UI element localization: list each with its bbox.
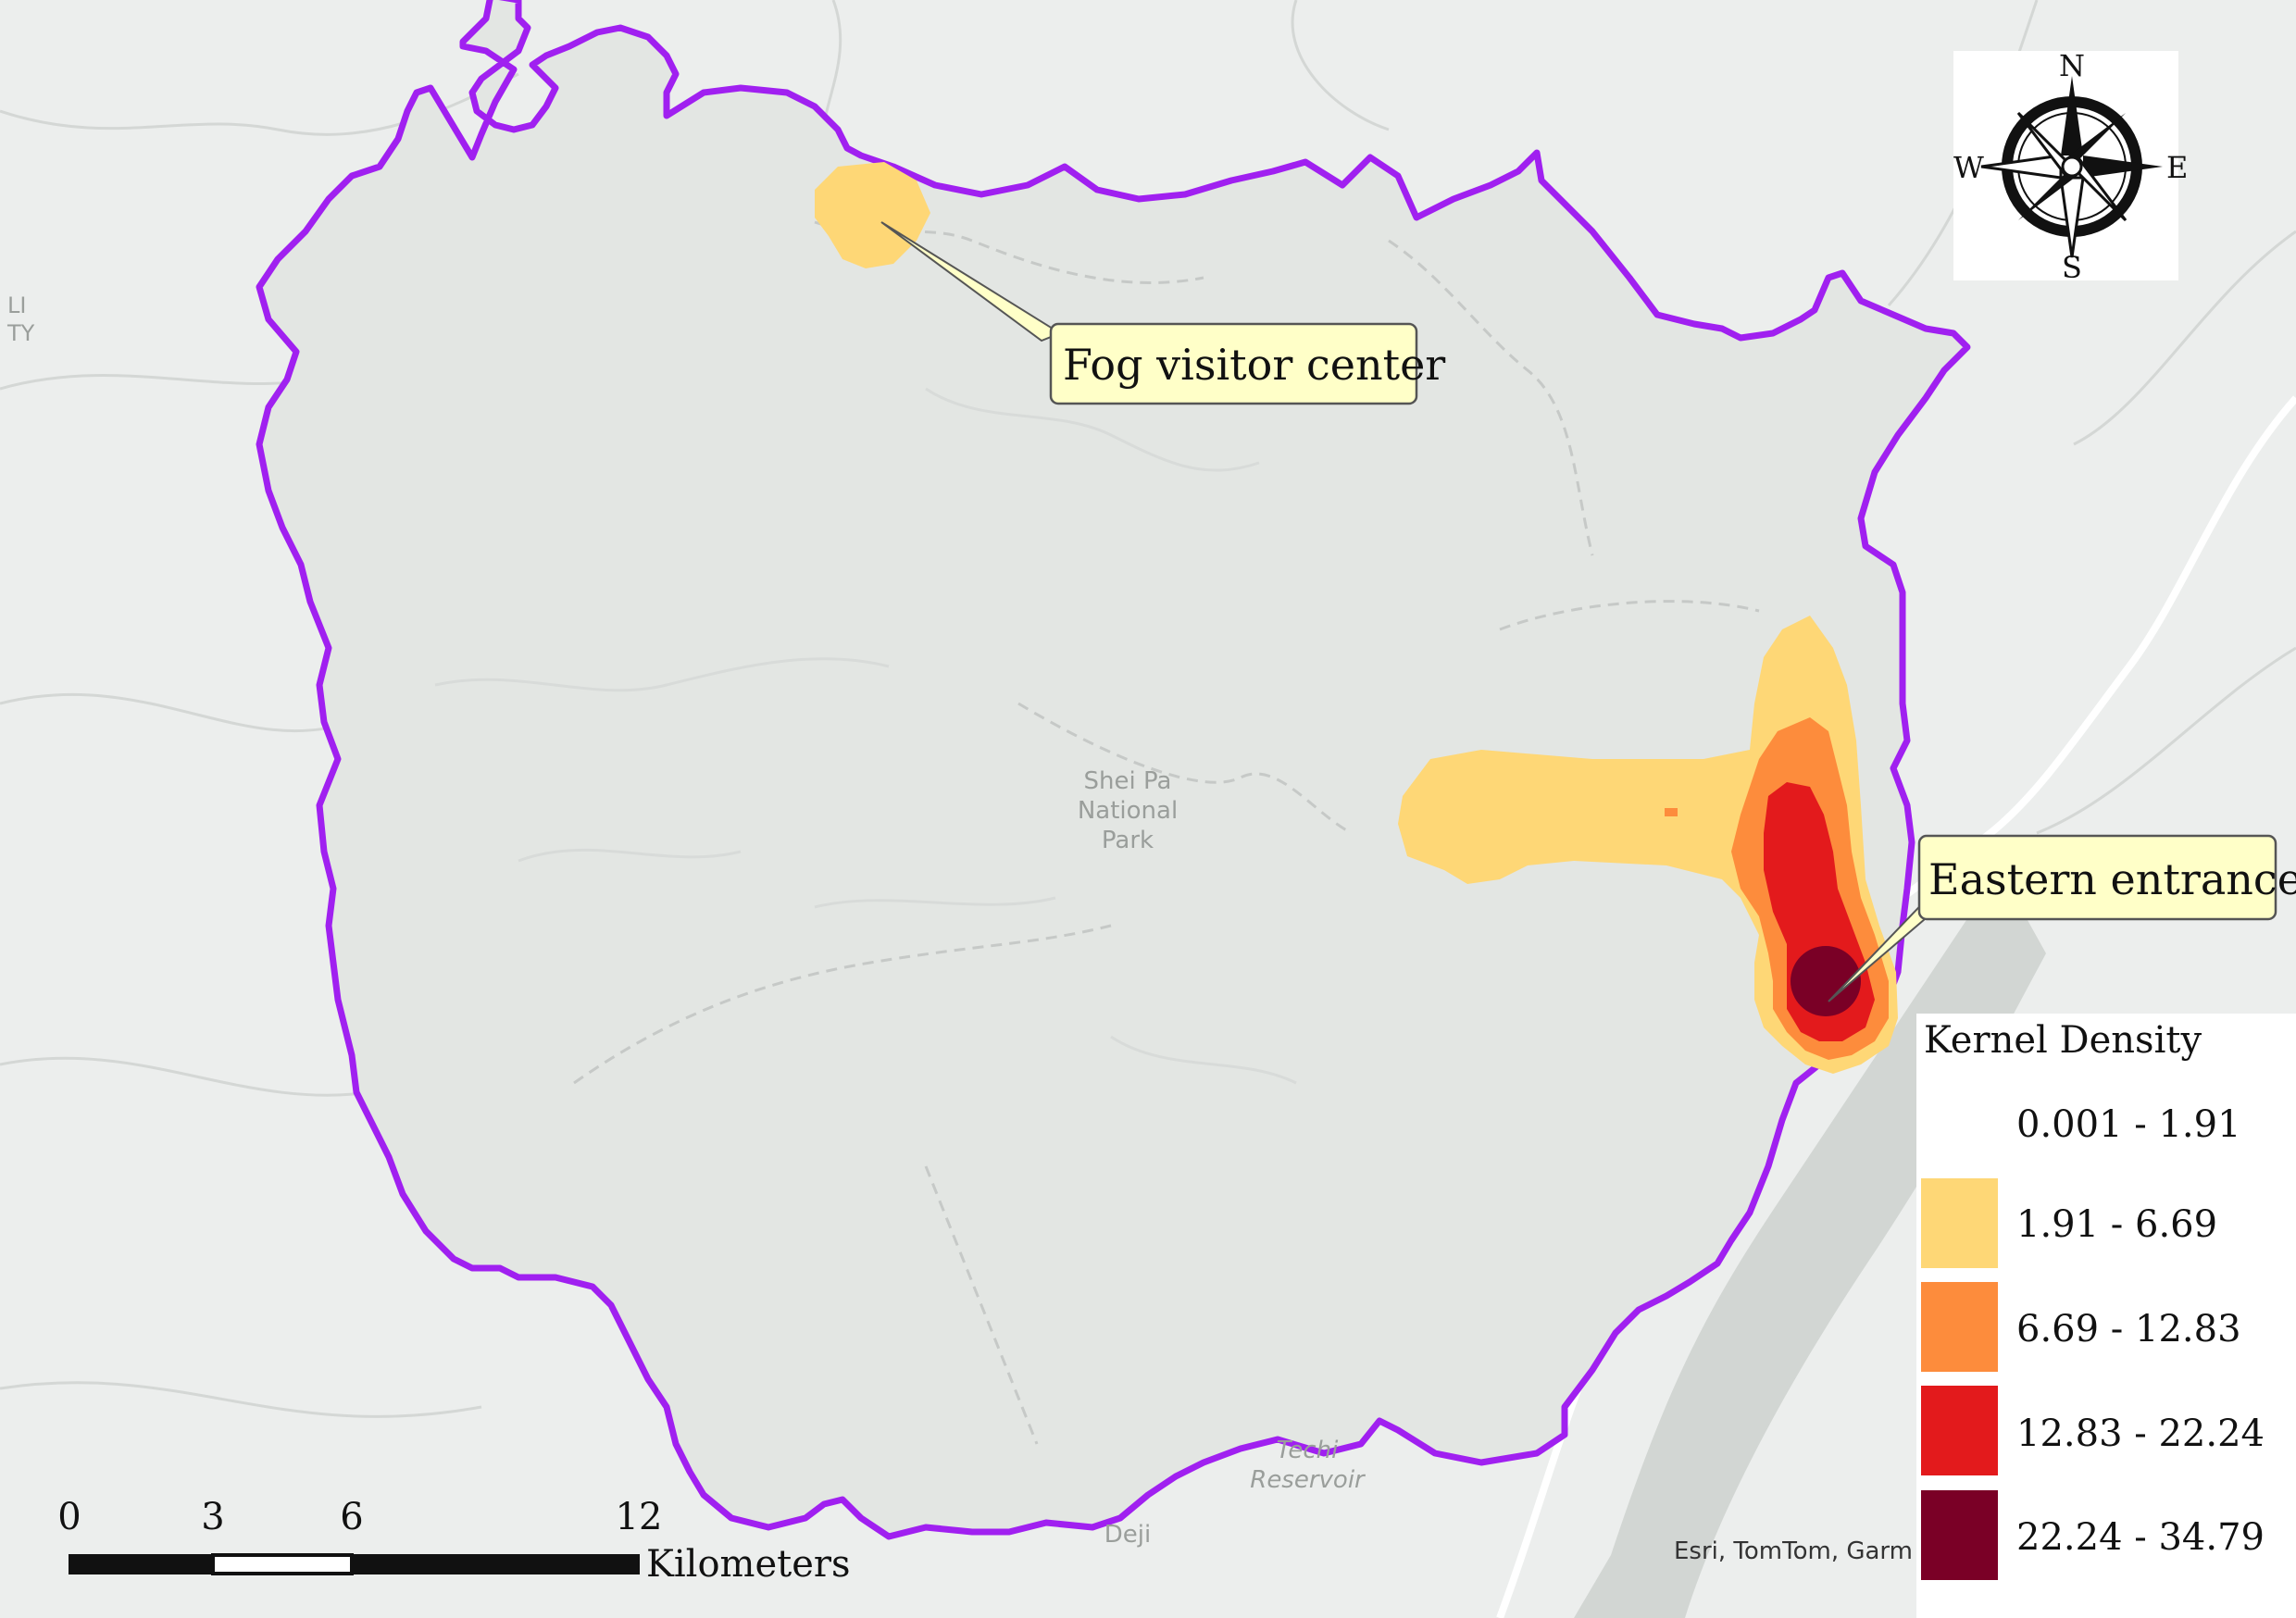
legend-label-2: 1.91 - 6.69: [2016, 1203, 2217, 1246]
edge-label-1: LI: [7, 292, 26, 318]
park-label-line-1: Shei Pa: [1084, 767, 1172, 795]
legend-label-1: 0.001 - 1.91: [2016, 1103, 2241, 1146]
density-blob-fog: [815, 162, 930, 268]
scale-tick-0: 0: [57, 1496, 81, 1538]
park-label-line-3: Park: [1102, 827, 1154, 854]
legend-swatch-4: [1921, 1386, 1998, 1475]
legend-swatch-1: [1921, 1076, 1998, 1165]
edge-label-2: TY: [6, 320, 35, 346]
compass-west-label: W: [1953, 150, 1984, 185]
legend-swatch-3: [1921, 1282, 1998, 1372]
density-small-patch: [1665, 808, 1678, 816]
legend-label-3: 6.69 - 12.83: [2016, 1308, 2241, 1350]
scale-tick-3: 3: [201, 1496, 224, 1538]
legend: Kernel Density 0.001 - 1.91 1.91 - 6.69 …: [1916, 1014, 2296, 1618]
legend-swatch-5: [1921, 1490, 1998, 1580]
callout-east-label: Eastern entrance: [1928, 854, 2296, 904]
scale-unit-label: Kilometers: [646, 1543, 851, 1586]
legend-title: Kernel Density: [1924, 1019, 2202, 1062]
reservoir-label-line-2: Reservoir: [1250, 1466, 1366, 1494]
reservoir-label: Techi Reservoir: [1250, 1437, 1366, 1494]
callout-fog-label: Fog visitor center: [1063, 340, 1445, 390]
scale-tick-6: 6: [340, 1496, 363, 1538]
park-label-line-2: National: [1078, 797, 1178, 825]
compass-rose: N S E W: [1953, 48, 2188, 285]
scale-bar-segment-3: [351, 1554, 640, 1574]
scale-bar: 0 3 6 12 Kilometers: [57, 1496, 850, 1586]
callout-eastern-entrance: Eastern entrance: [1828, 834, 2296, 1002]
scale-bar-segment-2: [211, 1553, 354, 1575]
compass-star-icon: [1980, 76, 2163, 258]
compass-north-label: N: [2059, 48, 2085, 83]
legend-label-5: 22.24 - 34.79: [2016, 1516, 2265, 1559]
callout-fog-box: [1049, 322, 1418, 405]
town-label: Deji: [1104, 1521, 1151, 1549]
terrain-lines: [434, 387, 1297, 1085]
compass-east-label: E: [2166, 150, 2188, 185]
scale-tick-12: 12: [616, 1496, 663, 1538]
compass-south-label: S: [2062, 250, 2082, 285]
density-class-5-east: [1791, 946, 1861, 1016]
reservoir-label-line-1: Techi: [1277, 1437, 1339, 1464]
callout-fog-visitor-center: Fog visitor center: [880, 221, 1445, 405]
scale-bar-segment-1: [69, 1554, 214, 1574]
callout-east-box: [1917, 834, 2277, 921]
park-name-label: Shei Pa National Park: [1078, 767, 1178, 854]
legend-swatch-2: [1921, 1178, 1998, 1268]
attribution-text: Esri, TomTom, Garm: [1674, 1537, 1913, 1565]
legend-label-4: 12.83 - 22.24: [2016, 1413, 2265, 1455]
